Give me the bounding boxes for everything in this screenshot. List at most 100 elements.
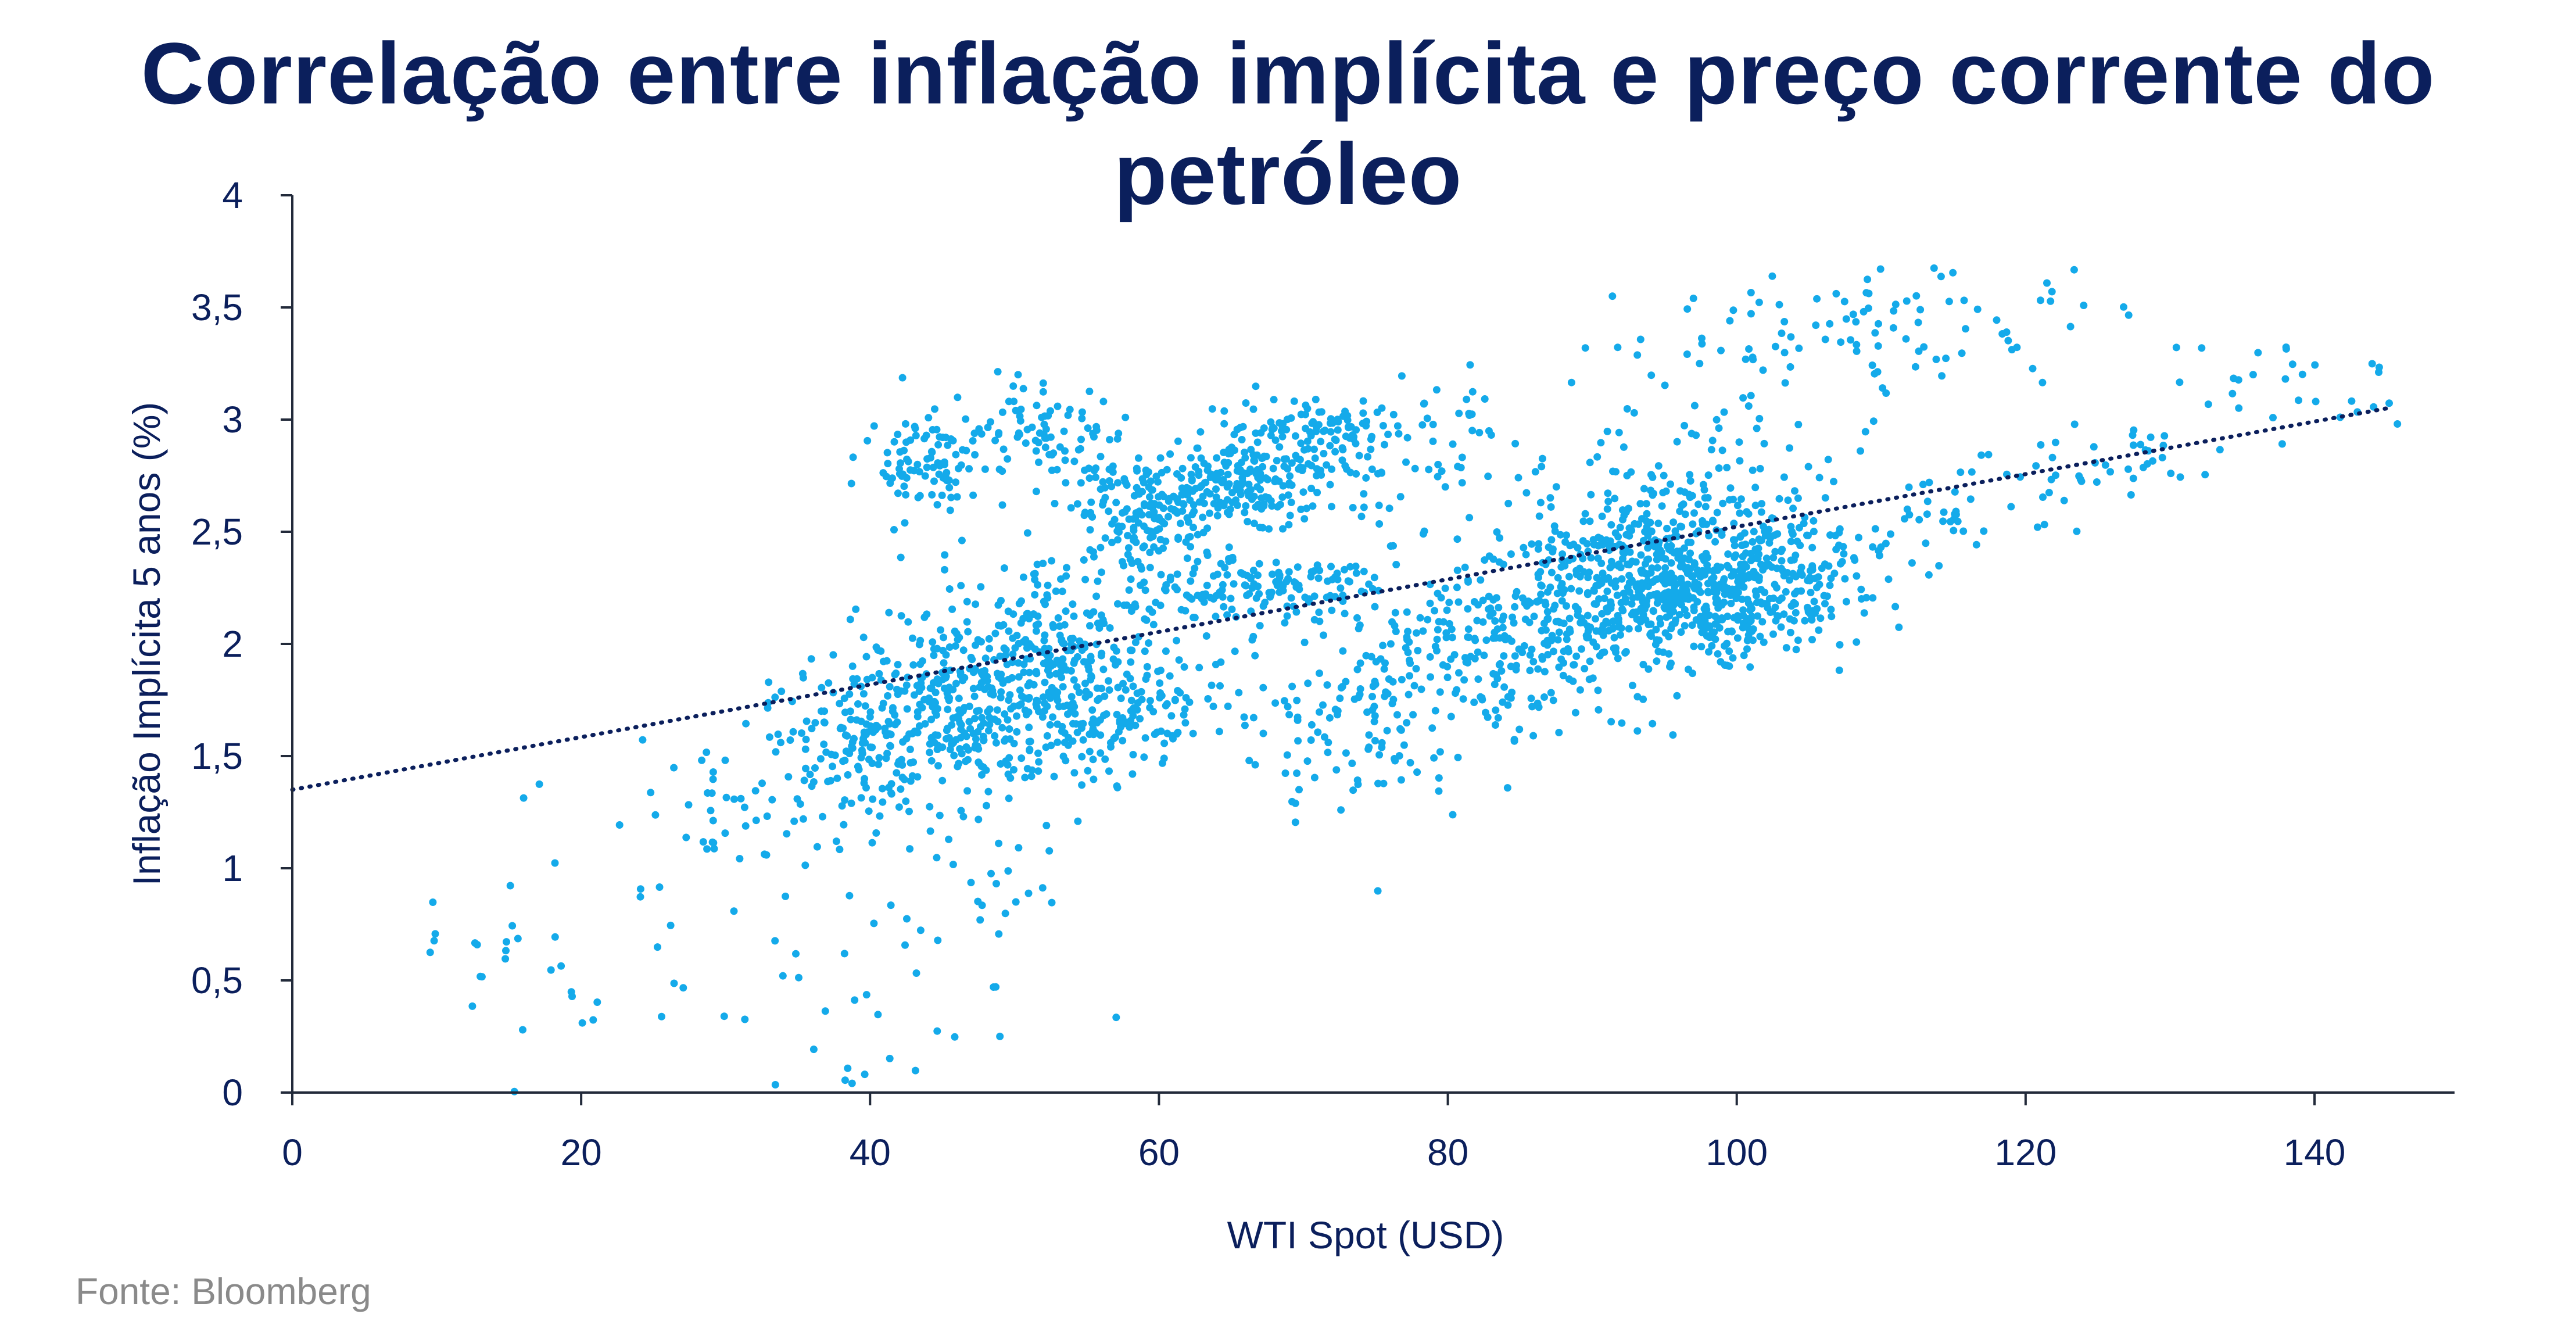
- data-point: [874, 723, 882, 731]
- data-point: [1655, 636, 1663, 644]
- data-point: [1511, 592, 1520, 600]
- data-point: [911, 1066, 919, 1075]
- data-point: [1616, 524, 1624, 532]
- data-point: [1114, 600, 1122, 608]
- data-point: [1259, 729, 1267, 737]
- data-point: [909, 758, 918, 766]
- data-point: [2298, 370, 2306, 378]
- data-point: [1765, 539, 1774, 547]
- data-point: [1499, 560, 1507, 568]
- data-point: [1561, 562, 1569, 570]
- data-point: [1725, 496, 1733, 504]
- data-point: [1781, 379, 1789, 387]
- data-point: [1592, 582, 1600, 590]
- data-point: [1045, 450, 1054, 459]
- data-point: [502, 947, 510, 955]
- data-point: [1324, 749, 1332, 757]
- data-point: [1729, 306, 1737, 314]
- data-point: [1689, 294, 1697, 302]
- data-point: [1864, 304, 1872, 312]
- data-point: [1360, 567, 1368, 575]
- data-point: [1195, 498, 1203, 506]
- data-point: [1288, 459, 1296, 467]
- data-point: [1760, 439, 1768, 447]
- data-point: [1791, 590, 1798, 598]
- data-point: [1540, 668, 1549, 676]
- data-point: [1151, 731, 1159, 738]
- data-point: [1031, 590, 1039, 599]
- data-point: [1704, 471, 1712, 479]
- data-point: [1535, 703, 1543, 711]
- data-point: [845, 891, 854, 900]
- data-point: [1755, 298, 1763, 306]
- data-point: [997, 675, 1005, 683]
- data-point: [2198, 344, 2206, 352]
- data-point: [1702, 550, 1710, 557]
- data-point: [1047, 694, 1054, 702]
- data-point: [708, 838, 716, 846]
- data-point: [682, 833, 690, 842]
- data-point: [1794, 421, 1803, 428]
- data-point: [1180, 500, 1188, 509]
- data-point: [1464, 605, 1472, 613]
- data-point: [1509, 613, 1516, 621]
- data-point: [1083, 609, 1091, 617]
- data-point: [962, 757, 970, 765]
- data-point: [1717, 658, 1725, 666]
- data-point: [1127, 658, 1135, 666]
- data-point: [508, 922, 517, 930]
- data-point: [861, 1070, 869, 1079]
- data-point: [902, 438, 910, 446]
- data-point: [1077, 435, 1085, 443]
- data-point: [1251, 651, 1259, 660]
- data-point: [1283, 416, 1291, 424]
- data-point: [2176, 378, 2184, 386]
- data-point: [1426, 653, 1434, 661]
- data-point: [1667, 480, 1674, 488]
- data-point: [1320, 631, 1327, 639]
- data-point: [1533, 598, 1541, 606]
- data-point: [1195, 664, 1203, 672]
- data-point: [1001, 710, 1009, 718]
- data-point: [1075, 689, 1083, 696]
- data-point: [1332, 766, 1341, 774]
- data-point: [1162, 701, 1170, 710]
- data-point: [849, 453, 857, 461]
- data-point: [1081, 693, 1090, 701]
- data-point: [1555, 628, 1563, 636]
- data-point: [913, 729, 922, 737]
- data-point: [1556, 531, 1564, 539]
- data-point: [1337, 806, 1345, 814]
- data-point: [1743, 508, 1751, 516]
- data-point: [851, 996, 859, 1004]
- data-point: [1292, 608, 1300, 616]
- data-point: [1023, 529, 1031, 537]
- data-point: [875, 760, 883, 768]
- data-point: [1137, 688, 1145, 696]
- data-point: [1270, 424, 1278, 432]
- data-point: [1020, 668, 1028, 676]
- data-point: [994, 368, 1002, 376]
- data-point: [930, 697, 938, 706]
- data-point: [1589, 536, 1597, 544]
- data-point: [709, 768, 717, 776]
- data-point: [1684, 581, 1692, 588]
- data-point: [1530, 613, 1538, 621]
- data-point: [847, 799, 855, 807]
- data-point: [636, 893, 644, 901]
- data-point: [1439, 618, 1448, 626]
- data-point: [1105, 767, 1113, 775]
- data-point: [1806, 567, 1814, 575]
- data-point: [1059, 655, 1067, 663]
- data-point: [1272, 558, 1280, 567]
- data-point: [876, 812, 884, 820]
- data-point: [2282, 343, 2290, 351]
- data-point: [1731, 553, 1739, 561]
- data-point: [1113, 711, 1121, 718]
- data-point: [1639, 597, 1647, 606]
- data-point: [874, 1011, 882, 1019]
- data-point: [1691, 585, 1699, 593]
- data-point: [1711, 538, 1719, 546]
- data-point: [997, 688, 1005, 696]
- data-point: [1519, 594, 1527, 602]
